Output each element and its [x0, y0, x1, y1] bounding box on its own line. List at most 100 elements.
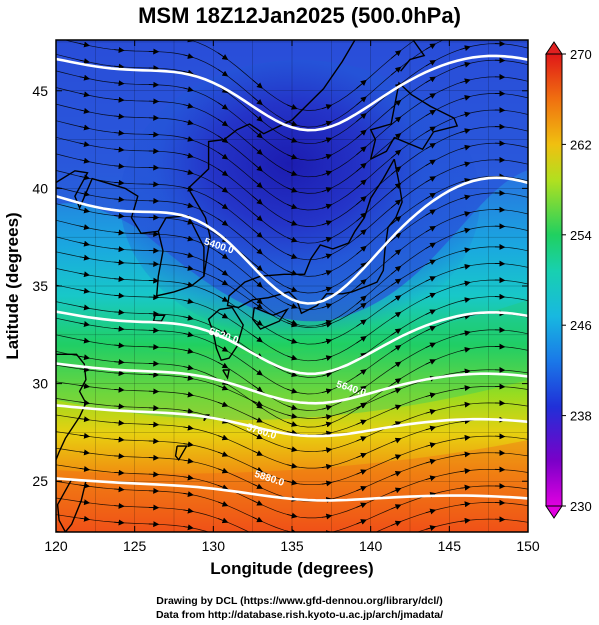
wind-arrow — [252, 129, 263, 139]
wind-arrow — [425, 442, 437, 448]
wind-arrow — [252, 212, 263, 222]
wind-arrow — [183, 348, 194, 354]
wind-arrow — [114, 246, 125, 253]
wind-arrow — [287, 286, 298, 293]
wind-arrow — [79, 399, 91, 406]
wind-arrow — [287, 137, 298, 143]
wind-arrow — [390, 344, 402, 353]
wind-arrow — [252, 516, 264, 523]
x-axis-ticks: 120 125 130 135 140 145 150 — [44, 40, 540, 554]
wind-arrow — [321, 371, 333, 378]
wind-arrow — [425, 226, 437, 233]
wind-arrow — [321, 338, 333, 345]
wind-arrow — [79, 337, 91, 344]
coastline-segment — [226, 158, 403, 315]
wind-arrow — [79, 432, 91, 439]
wind-arrow — [114, 292, 125, 299]
wind-arrow — [287, 371, 298, 378]
wind-arrow — [356, 319, 367, 327]
wind-arrow — [356, 179, 367, 189]
wind-arrow — [425, 292, 437, 299]
wind-arrow — [183, 474, 194, 481]
x-tick-label: 125 — [123, 538, 147, 554]
wind-arrow — [114, 229, 125, 236]
wind-arrow — [114, 519, 125, 526]
wind-arrow — [252, 384, 263, 393]
wind-arrow — [114, 325, 125, 332]
wind-arrow — [183, 314, 194, 321]
wind-arrow — [114, 179, 125, 186]
wind-arrow — [321, 430, 333, 437]
wind-arrow — [287, 413, 298, 419]
colorbar: 230 238 246 254 262 270 — [545, 41, 592, 519]
colorbar-tick-label: 238 — [570, 409, 592, 424]
wind-arrow — [460, 385, 471, 392]
wind-arrow — [287, 338, 298, 344]
wind-arrow — [390, 470, 402, 477]
chart-title: MSM 18Z12Jan2025 (500.0hPa) — [138, 3, 461, 28]
colorbar-max-triangle — [545, 41, 563, 55]
wind-arrow — [183, 298, 194, 305]
wind-arrow — [287, 462, 298, 469]
wind-arrow — [287, 203, 298, 210]
wind-arrow — [460, 177, 471, 184]
y-tick-label: 30 — [32, 376, 48, 392]
wind-arrow — [79, 141, 91, 148]
wind-arrow — [183, 53, 194, 59]
wind-arrow — [390, 50, 402, 59]
wind-arrow — [252, 112, 263, 122]
wind-arrow — [356, 212, 367, 222]
wind-arrow — [390, 295, 402, 303]
x-tick-label: 145 — [438, 538, 462, 554]
wind-arrow — [79, 354, 91, 361]
wind-arrow — [460, 468, 471, 475]
wind-arrow — [460, 61, 471, 68]
cold-core — [120, 60, 480, 340]
coastline-segment — [400, 40, 426, 72]
wind-arrow — [391, 588, 400, 592]
wind-arrow — [425, 276, 437, 282]
wind-arrow — [252, 179, 263, 189]
wind-arrow — [287, 446, 298, 453]
wind-arrow — [217, 118, 229, 127]
wind-arrow — [321, 513, 333, 520]
wind-arrow — [321, 286, 333, 293]
wind-arrow — [287, 170, 298, 176]
wind-arrow — [183, 152, 194, 159]
wind-arrow — [356, 162, 367, 172]
wind-arrow — [390, 437, 402, 444]
wind-arrow — [357, 586, 366, 590]
wind-arrow — [460, 78, 471, 85]
wind-arrow — [356, 112, 367, 122]
wind-arrow — [460, 553, 469, 554]
wind-arrow — [287, 354, 298, 361]
wind-arrow — [183, 119, 194, 126]
wind-arrow — [183, 441, 194, 448]
colorbar-gradient — [545, 53, 563, 507]
wind-arrow — [287, 319, 298, 326]
wind-arrow — [252, 483, 264, 489]
colorbar-tick-label: 262 — [570, 137, 592, 152]
wind-arrow — [390, 404, 402, 411]
wind-arrow — [79, 466, 91, 472]
wind-arrow — [217, 517, 229, 524]
wind-arrow — [287, 153, 298, 160]
wind-arrow — [390, 504, 402, 510]
wind-arrow — [425, 176, 437, 183]
wind-arrow — [460, 194, 471, 201]
coastline-segment — [207, 306, 244, 362]
wind-arrow — [252, 417, 264, 423]
wind-arrow — [321, 480, 333, 487]
wind-arrow — [183, 86, 194, 93]
wind-arrow — [114, 502, 125, 509]
wind-arrow — [425, 409, 437, 415]
wind-arrow — [460, 111, 471, 118]
wind-arrow — [252, 500, 264, 506]
wind-arrow — [79, 157, 91, 164]
wind-arrow — [217, 218, 229, 226]
wind-arrow — [390, 199, 402, 209]
wind-arrow — [425, 525, 437, 531]
wind-arrow — [390, 454, 402, 460]
wind-arrow — [425, 76, 437, 83]
